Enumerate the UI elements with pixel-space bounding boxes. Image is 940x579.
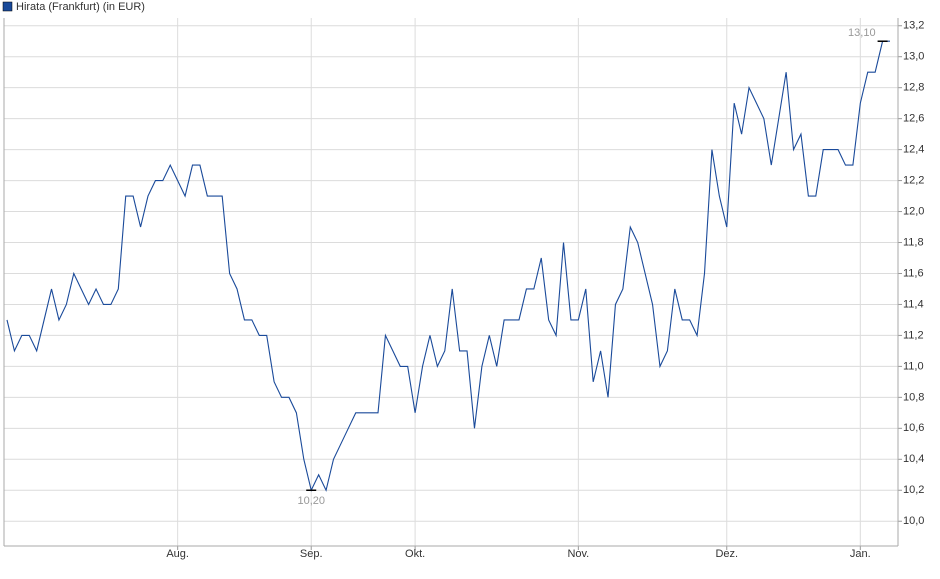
y-tick-label: 10,4 — [903, 453, 924, 465]
extreme-label: 13,10 — [848, 27, 876, 39]
legend-swatch — [2, 1, 13, 12]
extreme-label: 10,20 — [297, 495, 325, 507]
y-tick-label: 12,2 — [903, 174, 924, 186]
y-tick-label: 13,0 — [903, 51, 924, 63]
y-tick-label: 11,6 — [903, 267, 924, 279]
x-tick-label: Nov. — [567, 548, 589, 560]
y-tick-label: 12,4 — [903, 144, 924, 156]
y-tick-label: 11,4 — [903, 298, 924, 310]
y-tick-label: 11,0 — [903, 360, 924, 372]
x-tick-label: Jan. — [850, 548, 871, 560]
x-tick-label: Okt. — [405, 548, 425, 560]
y-tick-label: 12,0 — [903, 205, 924, 217]
y-tick-label: 12,6 — [903, 113, 924, 125]
y-tick-label: 11,8 — [903, 236, 924, 248]
price-line — [6, 40, 890, 492]
y-tick-label: 11,2 — [903, 329, 924, 341]
y-tick-label: 10,2 — [903, 484, 924, 496]
legend-label: Hirata (Frankfurt) (in EUR) — [16, 1, 145, 13]
y-tick-label: 10,6 — [903, 422, 924, 434]
y-tick-label: 13,2 — [903, 20, 924, 32]
x-tick-label: Aug. — [166, 548, 189, 560]
y-tick-label: 12,8 — [903, 82, 924, 94]
x-tick-label: Sep. — [300, 548, 323, 560]
y-tick-label: 10,0 — [903, 515, 924, 527]
y-tick-label: 10,8 — [903, 391, 924, 403]
x-tick-label: Dez. — [715, 548, 738, 560]
